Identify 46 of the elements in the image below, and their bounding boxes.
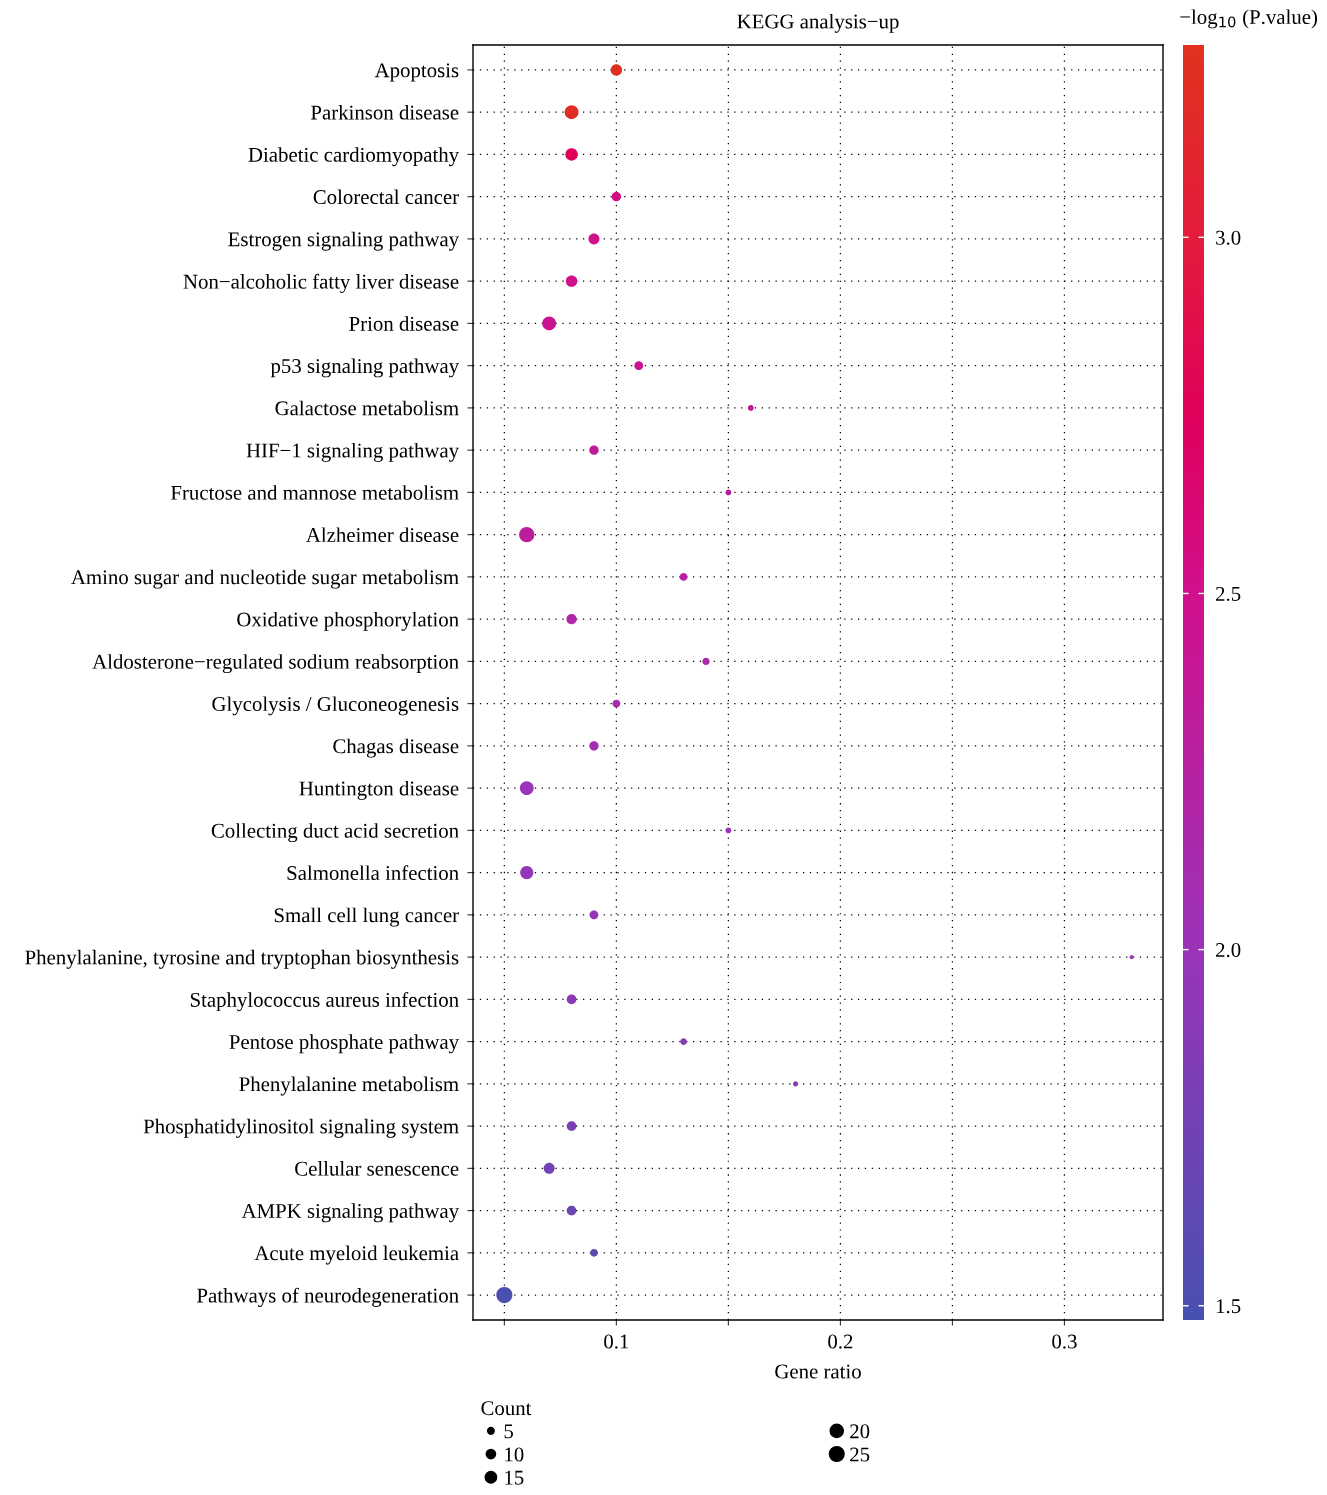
legend-title: Count <box>481 1401 532 1416</box>
legend-label: 10 <box>505 1447 524 1462</box>
x-tick-label: 0.2 <box>828 1334 853 1349</box>
y-tick-label: Amino sugar and nucleotide sugar metabolism <box>71 569 459 589</box>
y-tick-label: Salmonella infection <box>287 865 459 881</box>
x-tick-label: 0.3 <box>1052 1334 1077 1349</box>
y-tick-label: Cellular senescence <box>295 1161 459 1176</box>
y-tick-label: HIF−1 signaling pathway <box>246 442 460 462</box>
x-tick-label: 0.1 <box>604 1334 629 1349</box>
y-tick-label: Phenylalanine metabolism <box>239 1076 459 1096</box>
y-tick-label: Aldosterone−regulated sodium reabsorption <box>92 654 459 674</box>
color-bar-label: 3.0 <box>1216 230 1241 245</box>
y-tick-label: p53 signaling pathway <box>270 358 460 378</box>
y-tick-label: Fructose and mannose metabolism <box>170 485 459 500</box>
y-tick-label: Non−alcoholic fatty liver disease <box>183 273 459 293</box>
legend-label: 5 <box>504 1424 514 1439</box>
y-tick-label: Galactose metabolism <box>275 400 459 416</box>
y-tick-label: Oxidative phosphorylation <box>237 611 459 631</box>
y-tick-label: Chagas disease <box>333 738 459 758</box>
y-tick-label: Phenylalanine, tyrosine and tryptophan biosynthesis <box>25 949 459 969</box>
y-tick-label: Pathways of neurodegeneration <box>197 1287 459 1307</box>
y-tick-label: Colorectal cancer <box>313 189 459 205</box>
y-tick-label: Parkinson disease <box>311 104 459 120</box>
y-tick-label: Pentose phosphate pathway <box>229 1034 460 1054</box>
x-axis-title: Gene ratio <box>775 1364 861 1379</box>
y-tick-label: Small cell lung cancer <box>274 907 459 927</box>
y-tick-label: Estrogen signaling pathway <box>228 231 460 251</box>
legend-label: 25 <box>850 1447 870 1462</box>
y-tick-label: Collecting duct acid secretion <box>211 823 459 843</box>
y-tick-label: Alzheimer disease <box>306 527 459 543</box>
y-tick-label: Phosphatidylinositol signaling system <box>143 1118 459 1138</box>
legend-label: 15 <box>505 1470 524 1485</box>
color-bar-label: 1.5 <box>1216 1299 1241 1314</box>
color-bar-label: 2.0 <box>1216 942 1241 958</box>
color-bar-title: −log$_{10}$ (P.value) <box>1180 9 1318 29</box>
y-tick-label: Acute myeloid leukemia <box>254 1245 459 1265</box>
y-tick-label: Diabetic cardiomyopathy <box>248 147 460 167</box>
chart-title: KEGG analysis−up <box>737 13 899 33</box>
y-tick-label: AMPK signaling pathway <box>241 1203 460 1223</box>
y-tick-label: Glycolysis / Gluconeogenesis <box>212 696 459 716</box>
y-tick-label: Staphylococcus aureus infection <box>190 992 459 1012</box>
y-tick-label: Apoptosis <box>374 63 459 82</box>
y-tick-label: Huntington disease <box>299 780 459 800</box>
color-bar-label: 2.5 <box>1216 586 1241 601</box>
y-tick-label: Prion disease <box>349 316 459 331</box>
legend-label: 20 <box>850 1424 870 1439</box>
